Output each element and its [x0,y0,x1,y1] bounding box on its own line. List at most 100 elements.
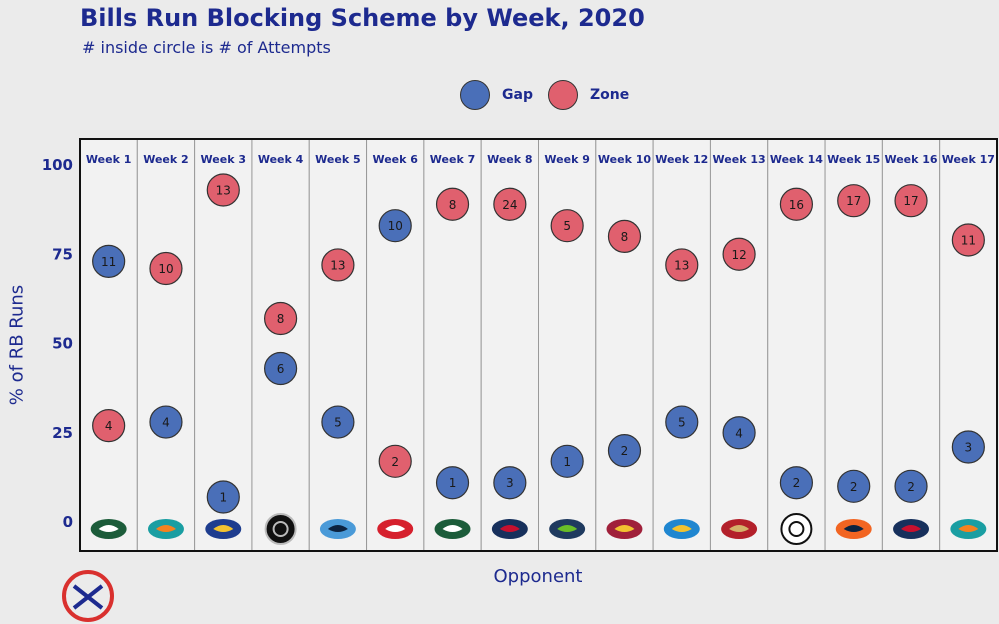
point-gap [493,466,527,500]
point-label-gap: 1 [563,455,571,469]
point-label-gap: 11 [101,255,116,269]
logo-mark [788,521,805,537]
plot-border [79,138,998,552]
point-gap [722,416,756,450]
point-gap [894,469,928,503]
facet-label: Week 5 [315,153,360,166]
facet-panel [79,138,138,552]
logo-mark [499,525,520,532]
y-tick-label: 0 [63,513,73,531]
logo-mark [213,525,234,532]
point-zone [321,248,355,282]
point-label-gap: 1 [219,491,227,505]
titans-logo-icon [319,519,356,539]
y-tick-label: 25 [52,424,73,442]
legend-item-zone: Zone [548,80,629,110]
logo-mark [272,521,289,537]
dolphins-logo-icon [147,519,184,539]
point-zone [894,184,928,218]
logo-mark [901,525,922,532]
facet-label: Week 7 [430,153,475,166]
facet-label: Week 12 [655,153,708,166]
dolphins-logo-icon [950,519,987,539]
chart-title: Bills Run Blocking Scheme by Week, 2020 [80,4,645,32]
raiders-logo-icon [264,513,297,545]
facet-label: Week 9 [544,153,589,166]
point-gap [550,444,584,478]
point-label-zone: 17 [846,194,861,208]
cardinals-logo-icon [606,519,643,539]
point-label-zone: 13 [330,258,345,272]
logo-mark [385,525,406,532]
facet-label: Week 4 [258,153,304,166]
x-axis-label: Opponent [493,566,583,587]
point-gap [263,351,298,386]
point-label-zone: 8 [621,230,629,244]
facet-label: Week 13 [713,153,766,166]
chargers-logo-icon [663,519,700,539]
legend-label-zone: Zone [590,87,630,103]
watermark-logo-icon [62,570,114,622]
point-label-gap: 1 [449,476,457,490]
point-gap [779,466,814,500]
point-zone [607,219,642,253]
logo-mark [442,525,463,532]
logo-shape [780,513,813,545]
facet-panel [652,138,711,552]
point-label-zone: 24 [502,198,517,212]
point-label-zone: 10 [158,262,173,276]
point-label-zone: 13 [674,258,689,272]
point-zone [951,223,985,257]
chiefs-logo-icon [377,519,414,539]
point-gap [149,405,183,439]
logo-shape [264,513,297,545]
facet-label: Week 1 [86,153,131,166]
y-tick-label: 50 [52,335,73,353]
point-gap [607,434,642,468]
point-label-zone: 4 [105,419,113,433]
point-label-zone: 5 [563,219,571,233]
point-gap [378,209,412,243]
steelers-logo-icon [780,513,813,545]
point-zone [493,187,527,221]
point-label-zone: 13 [216,183,231,197]
logo-mark [843,525,864,532]
point-label-gap: 5 [334,416,342,430]
facet-label: Week 14 [770,153,823,166]
chart-area: Week 1 Week 2 Week 3 Week 4 Week 5 Week 6 Week… [42,138,998,552]
point-label-zone: 11 [961,233,976,247]
point-gap [951,430,985,464]
legend-swatch-zone [548,80,578,110]
point-label-zone: 17 [903,194,918,208]
y-tick-label: 100 [42,156,73,174]
point-label-gap: 6 [277,362,285,376]
facet-panel [595,138,654,552]
legend-swatch-gap [460,80,490,110]
logo-mark [958,525,979,532]
point-gap [665,405,699,439]
point-gap [435,466,470,500]
facet-panel [939,138,998,552]
facet-label: Week 8 [487,153,532,166]
point-label-gap: 3 [506,476,514,490]
facet-label: Week 17 [942,153,995,166]
point-gap [837,469,871,503]
point-zone [378,444,412,478]
point-label-zone: 12 [731,248,746,262]
point-label-gap: 4 [735,426,743,440]
logo-mark [729,525,750,532]
point-label-gap: 2 [793,476,801,490]
patriots-logo-icon [491,519,528,539]
49ers-logo-icon [721,519,758,539]
rams-logo-icon [205,519,242,539]
point-label-zone: 8 [449,198,457,212]
legend-label-gap: Gap [502,87,533,103]
patriots-logo-icon [893,519,930,539]
facet-panel [136,138,196,552]
point-zone [550,209,584,243]
point-label-gap: 2 [850,480,858,494]
point-label-gap: 10 [388,219,403,233]
point-label-gap: 2 [621,444,629,458]
point-zone [92,409,126,443]
facet-label: Week 15 [827,153,880,166]
